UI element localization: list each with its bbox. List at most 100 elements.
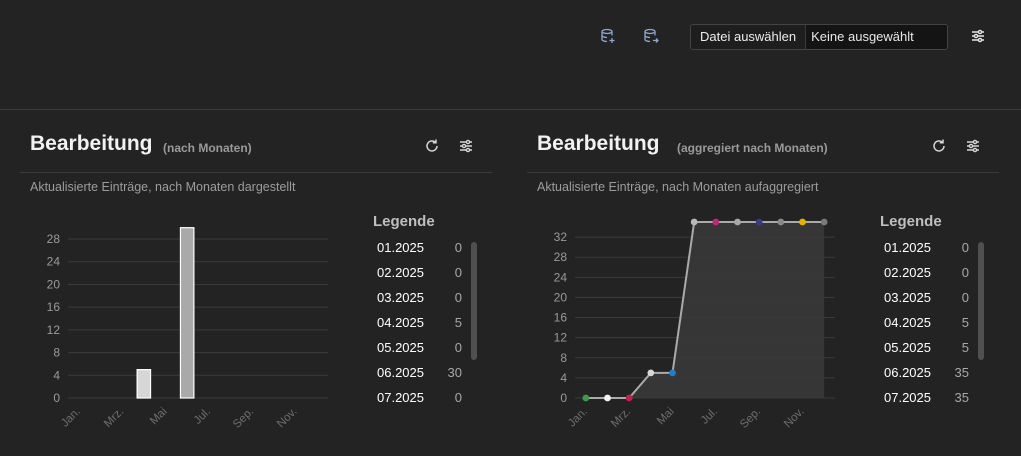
refresh-icon[interactable] — [931, 138, 947, 154]
point-Dez.[interactable] — [820, 218, 828, 226]
x-tick-label: Mai — [148, 406, 170, 428]
legend-value: 5 — [961, 315, 969, 330]
legend-month: 01.2025 — [377, 240, 424, 255]
x-tick-label: Mrz. — [609, 406, 633, 430]
legend-value: 35 — [954, 365, 969, 380]
legend-item[interactable]: 05.2025 5 — [880, 338, 975, 363]
y-tick-label: 16 — [47, 300, 61, 314]
legend-item[interactable]: 06.2025 30 — [373, 363, 468, 388]
legend-month: 06.2025 — [884, 365, 931, 380]
panel-description: Aktualisierte Einträge, nach Monaten auf… — [537, 180, 819, 194]
legend-month: 02.2025 — [884, 265, 931, 280]
x-tick-label: Jan. — [566, 406, 590, 430]
chart-panel-aggregated: Bearbeitung (aggregiert nach Monaten) Ak… — [527, 120, 999, 456]
point-Jul.[interactable] — [712, 218, 720, 226]
x-tick-label: Sep. — [231, 406, 256, 431]
area-chart: 0 4 8 12 16 20 24 28 32 Jan. Mrz. Mai Jul. Sep. Nov. — [554, 218, 835, 431]
legend-value: 5 — [454, 315, 462, 330]
y-tick-label: 0 — [53, 391, 60, 405]
y-tick-label: 28 — [47, 232, 61, 246]
point-Aug.[interactable] — [734, 218, 741, 226]
legend-value: 30 — [447, 365, 462, 380]
legend-item[interactable]: 03.2025 0 — [880, 288, 975, 313]
legend-title: Legende — [373, 213, 435, 230]
legend-month: 05.2025 — [377, 340, 424, 355]
legend-scrollbar[interactable] — [471, 242, 477, 360]
legend-item[interactable]: 06.2025 35 — [880, 363, 975, 388]
y-tick-label: 8 — [53, 346, 60, 360]
legend-month: 03.2025 — [884, 290, 931, 305]
panel-settings-icon[interactable] — [965, 138, 981, 154]
legend-month: 01.2025 — [884, 240, 931, 255]
legend-item[interactable]: 02.2025 0 — [880, 263, 975, 288]
legend-month: 04.2025 — [884, 315, 931, 330]
panel-divider — [527, 172, 999, 173]
legend-month: 06.2025 — [377, 365, 424, 380]
point-Sep.[interactable] — [755, 218, 763, 226]
chart-panel-monthly: Bearbeitung (nach Monaten) Aktualisierte… — [20, 120, 492, 456]
legend-item[interactable]: 05.2025 0 — [373, 338, 468, 363]
legend-item[interactable]: 04.2025 5 — [880, 313, 975, 338]
legend-scrollbar[interactable] — [978, 242, 984, 360]
panel-title: Bearbeitung — [537, 132, 660, 155]
legend-month: 02.2025 — [377, 265, 424, 280]
y-tick-label: 0 — [560, 391, 567, 405]
y-tick-label: 28 — [554, 250, 568, 264]
x-tick-label: Nov. — [782, 406, 807, 431]
x-tick-label: Nov. — [275, 406, 300, 431]
sliders-icon[interactable] — [970, 28, 986, 44]
y-tick-label: 20 — [554, 290, 568, 304]
bar-Apr.[interactable] — [136, 369, 152, 399]
legend-item[interactable]: 02.2025 0 — [373, 263, 468, 288]
point-Mrz.[interactable] — [625, 394, 633, 402]
legend-item[interactable]: 04.2025 5 — [373, 313, 468, 338]
y-tick-label: 32 — [554, 230, 568, 244]
legend-value: 0 — [454, 290, 462, 305]
area-fill — [585, 222, 825, 398]
point-Mai[interactable] — [669, 369, 676, 377]
y-tick-label: 8 — [560, 351, 567, 365]
legend-item[interactable]: 01.2025 0 — [373, 238, 468, 263]
legend-item[interactable]: 07.2025 35 — [880, 388, 975, 413]
point-Jun.[interactable] — [690, 218, 698, 226]
bar-chart: 0 4 8 12 16 20 24 28 Jan. Mrz. Mai Jul. Sep. Nov. — [47, 227, 328, 431]
legend-month: 03.2025 — [377, 290, 424, 305]
legend-value: 0 — [961, 290, 969, 305]
database-import-icon[interactable] — [600, 28, 616, 44]
legend-value: 5 — [961, 340, 969, 355]
legend-value: 35 — [954, 390, 969, 405]
legend-item[interactable]: 07.2025 0 — [373, 388, 468, 413]
legend-value: 0 — [961, 265, 969, 280]
x-tick-label: Mai — [655, 406, 677, 428]
point-Apr.[interactable] — [647, 369, 655, 377]
legend-month: 07.2025 — [884, 390, 931, 405]
panel-subtitle: (nach Monaten) — [163, 141, 252, 155]
legend-title: Legende — [880, 213, 942, 230]
panel-subtitle: (aggregiert nach Monaten) — [677, 141, 828, 155]
y-tick-label: 4 — [53, 368, 60, 382]
y-tick-label: 20 — [47, 277, 61, 291]
legend-item[interactable]: 03.2025 0 — [373, 288, 468, 313]
bar-Jun.[interactable] — [179, 227, 195, 399]
database-export-icon[interactable] — [643, 28, 659, 44]
legend-value: 0 — [454, 265, 462, 280]
file-choose-button[interactable]: Datei auswählen — [691, 25, 807, 49]
x-tick-label: Mrz. — [102, 406, 126, 430]
panel-settings-icon[interactable] — [458, 138, 474, 154]
y-tick-label: 24 — [554, 270, 568, 284]
point-Nov.[interactable] — [799, 218, 806, 226]
point-Okt.[interactable] — [777, 218, 785, 226]
panel-description: Aktualisierte Einträge, nach Monaten dar… — [30, 180, 296, 194]
point-Feb.[interactable] — [604, 394, 611, 402]
y-tick-label: 12 — [554, 331, 568, 345]
legend-value: 0 — [454, 340, 462, 355]
legend-value: 0 — [961, 240, 969, 255]
legend-value: 0 — [454, 240, 462, 255]
point-Jan.[interactable] — [582, 394, 590, 402]
refresh-icon[interactable] — [424, 138, 440, 154]
x-tick-label: Jul. — [699, 406, 720, 427]
legend-month: 05.2025 — [884, 340, 931, 355]
legend-item[interactable]: 01.2025 0 — [880, 238, 975, 263]
file-chooser[interactable]: Datei auswählen Keine ausgewählt — [690, 24, 948, 50]
legend-month: 07.2025 — [377, 390, 424, 405]
